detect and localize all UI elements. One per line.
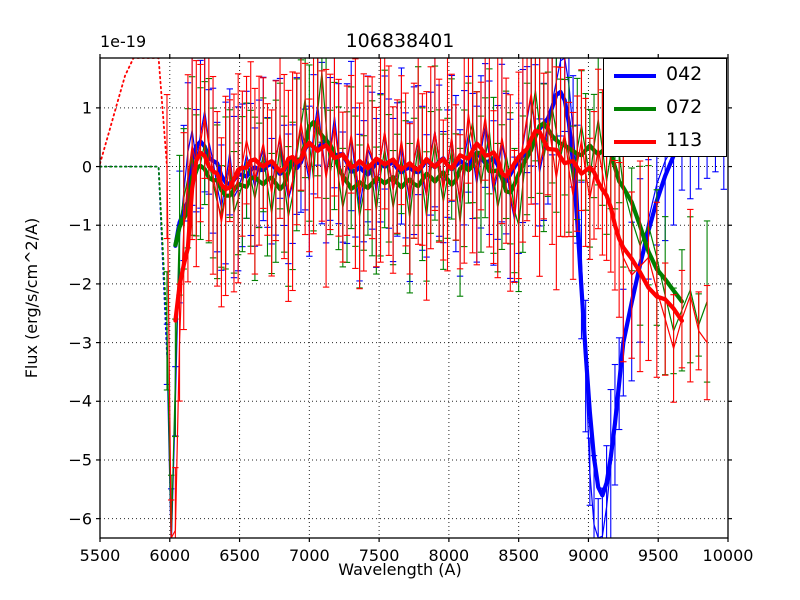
x-tick-label: 7000 (288, 546, 330, 565)
legend-entry-113[interactable]: 113 (604, 125, 728, 158)
y-tick-label: −6 (68, 509, 92, 529)
x-tick-label: 8500 (498, 546, 540, 565)
x-axis-label: Wavelength (A) (338, 560, 462, 579)
x-tick-label: 6500 (219, 546, 260, 565)
legend-label-072: 072 (666, 96, 703, 118)
y-tick-label: −5 (68, 450, 92, 470)
series-layer (100, 58, 728, 538)
legend-label-113: 113 (666, 129, 703, 151)
axis-ticks (96, 54, 732, 542)
y-tick-label: −2 (68, 274, 92, 294)
series-113 (100, 58, 711, 538)
y-tick-label: 1 (81, 98, 92, 118)
y-tick-label: 0 (81, 157, 92, 177)
x-tick-label: 8000 (428, 546, 470, 565)
x-tick-label: 7500 (358, 546, 400, 565)
legend-entry-072[interactable]: 072 (604, 92, 728, 125)
legend-swatch-072 (614, 107, 656, 111)
legend-entry-042[interactable]: 042 (604, 59, 728, 92)
y-tick-label: −3 (68, 333, 92, 353)
x-tick-label: 9500 (637, 546, 679, 565)
y-tick-label: −4 (68, 391, 92, 411)
legend-label-042: 042 (666, 63, 703, 85)
x-tick-label: 6000 (149, 546, 191, 565)
x-tick-label: 5500 (79, 546, 121, 565)
x-tick-label: 10000 (702, 546, 754, 565)
y-axis-offset-label: 1e-19 (100, 32, 147, 51)
y-axis-label: Flux (erg/s/cm^2/A) (22, 217, 41, 379)
page-title: 106838401 (345, 30, 455, 52)
legend-swatch-113 (614, 140, 656, 144)
legend-swatch-042 (614, 74, 656, 78)
x-tick-label: 9000 (568, 546, 609, 565)
legend[interactable]: 042 072 113 (603, 58, 727, 157)
y-tick-label: −1 (68, 215, 92, 235)
